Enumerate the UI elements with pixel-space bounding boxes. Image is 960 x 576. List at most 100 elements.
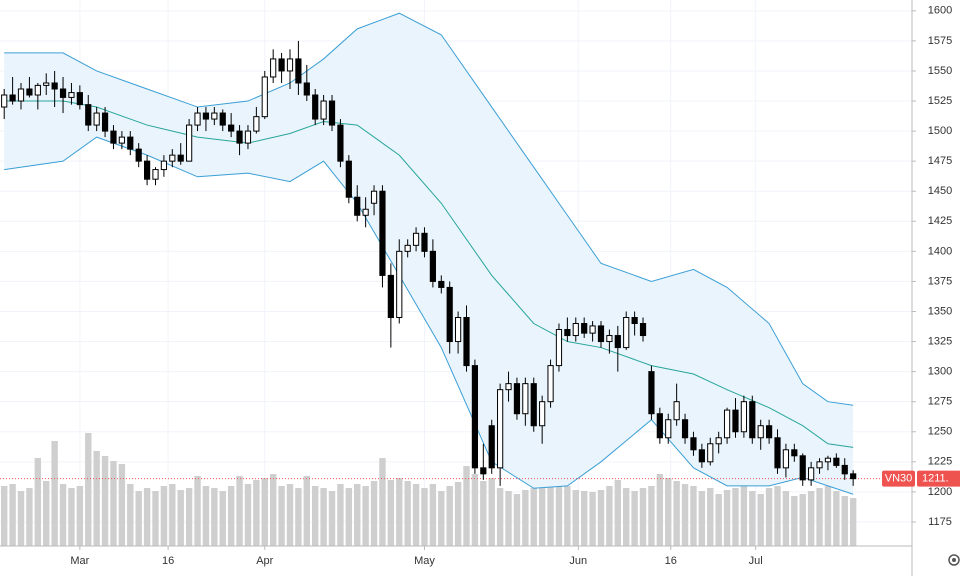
candle-body [328, 100, 336, 126]
volume-bar [379, 458, 386, 546]
volume-bar [51, 441, 58, 546]
candle-body [673, 401, 680, 421]
volume [1, 433, 857, 546]
candle-body [488, 425, 495, 469]
candle-body [286, 58, 294, 72]
candle-body [455, 316, 462, 343]
volume-bar [648, 486, 655, 546]
y-tick-label: 1325 [928, 335, 952, 347]
candle-body [143, 160, 151, 180]
candle-body [581, 323, 588, 334]
volume-bar [547, 482, 554, 546]
volume-bar [68, 488, 75, 546]
volume-bar [404, 481, 411, 546]
volume-bar [816, 488, 823, 546]
volume-bar [623, 488, 630, 546]
candle-body [497, 389, 504, 469]
y-tick-label: 1475 [928, 155, 952, 167]
candle-body [194, 112, 201, 126]
volume-bar [597, 490, 605, 546]
candle-body [244, 130, 252, 144]
candle-body [76, 92, 83, 106]
candle-body [841, 464, 848, 475]
candle-body [824, 457, 832, 463]
volume-bar [757, 494, 764, 546]
volume-bar [303, 476, 311, 546]
band-middle [4, 100, 854, 448]
volume-bar [496, 488, 504, 546]
volume-bar [185, 488, 193, 546]
volume-bar [438, 491, 445, 546]
y-tick-label: 1400 [928, 245, 952, 257]
gear-ring [948, 554, 960, 566]
candle-body [690, 437, 697, 451]
y-tick-label: 1450 [928, 185, 952, 197]
candle-body [379, 190, 386, 276]
candle-body [43, 82, 50, 86]
candle-body [404, 244, 411, 252]
candle-body [606, 335, 613, 343]
candle-body [261, 76, 268, 118]
volume-bar [732, 488, 739, 546]
y-tick-label: 1275 [928, 396, 952, 408]
candle-body [631, 316, 638, 325]
candle-body [681, 419, 689, 439]
volume-bar [429, 484, 437, 546]
candle-body [429, 250, 436, 282]
volume-bar [824, 486, 832, 546]
y-tick-label: 1425 [928, 215, 952, 227]
volume-bar [715, 494, 722, 546]
volume-bar [1, 486, 8, 546]
y-tick-label: 1575 [928, 35, 952, 47]
candle-body [623, 316, 630, 349]
volume-bar [110, 461, 117, 546]
candle-body [774, 437, 781, 469]
candle-body [732, 409, 739, 433]
y-tick-label: 1300 [928, 366, 952, 378]
volume-bar [312, 486, 319, 546]
band-upper [4, 12, 854, 406]
candle-body [539, 401, 546, 427]
volume-bar [345, 488, 353, 546]
candle-body [59, 88, 67, 98]
price-name-box [882, 470, 915, 487]
candle-body [370, 190, 378, 204]
candle-body [707, 443, 714, 463]
candle-body [656, 413, 663, 439]
volume-bar [17, 491, 25, 546]
candle-body [808, 467, 815, 481]
volume-bar [471, 474, 479, 546]
volume-bar [202, 486, 210, 546]
candle-body [522, 383, 529, 415]
volume-bar [749, 491, 756, 546]
band-fill [4, 13, 854, 495]
candle-body [589, 325, 596, 334]
candle-body [723, 409, 731, 439]
volume-bar [396, 478, 403, 546]
candle-body [186, 124, 193, 162]
volume-bar [135, 491, 142, 546]
candles [1, 40, 857, 486]
volume-bar [522, 490, 529, 546]
candle-body [211, 112, 218, 120]
volume-bar [261, 478, 268, 546]
volume-bar [387, 480, 395, 546]
volume-bar [370, 481, 378, 546]
settings-icon[interactable] [948, 554, 960, 566]
volume-bar [244, 484, 252, 546]
volume-bar [227, 486, 235, 546]
volume-bar [572, 490, 579, 546]
y-tick-label: 1350 [928, 305, 952, 317]
candle-body [530, 383, 537, 427]
candle-body [51, 82, 58, 90]
volume-bar [799, 494, 806, 546]
volume-bar [194, 476, 201, 546]
candle-body [572, 323, 579, 337]
y-tick-label: 1500 [928, 125, 952, 137]
candle-body [26, 88, 33, 96]
candle-body [513, 383, 521, 415]
volume-bar [236, 476, 243, 546]
candle-body [446, 286, 453, 343]
volume-bar [211, 488, 218, 546]
candle-body [160, 160, 168, 171]
